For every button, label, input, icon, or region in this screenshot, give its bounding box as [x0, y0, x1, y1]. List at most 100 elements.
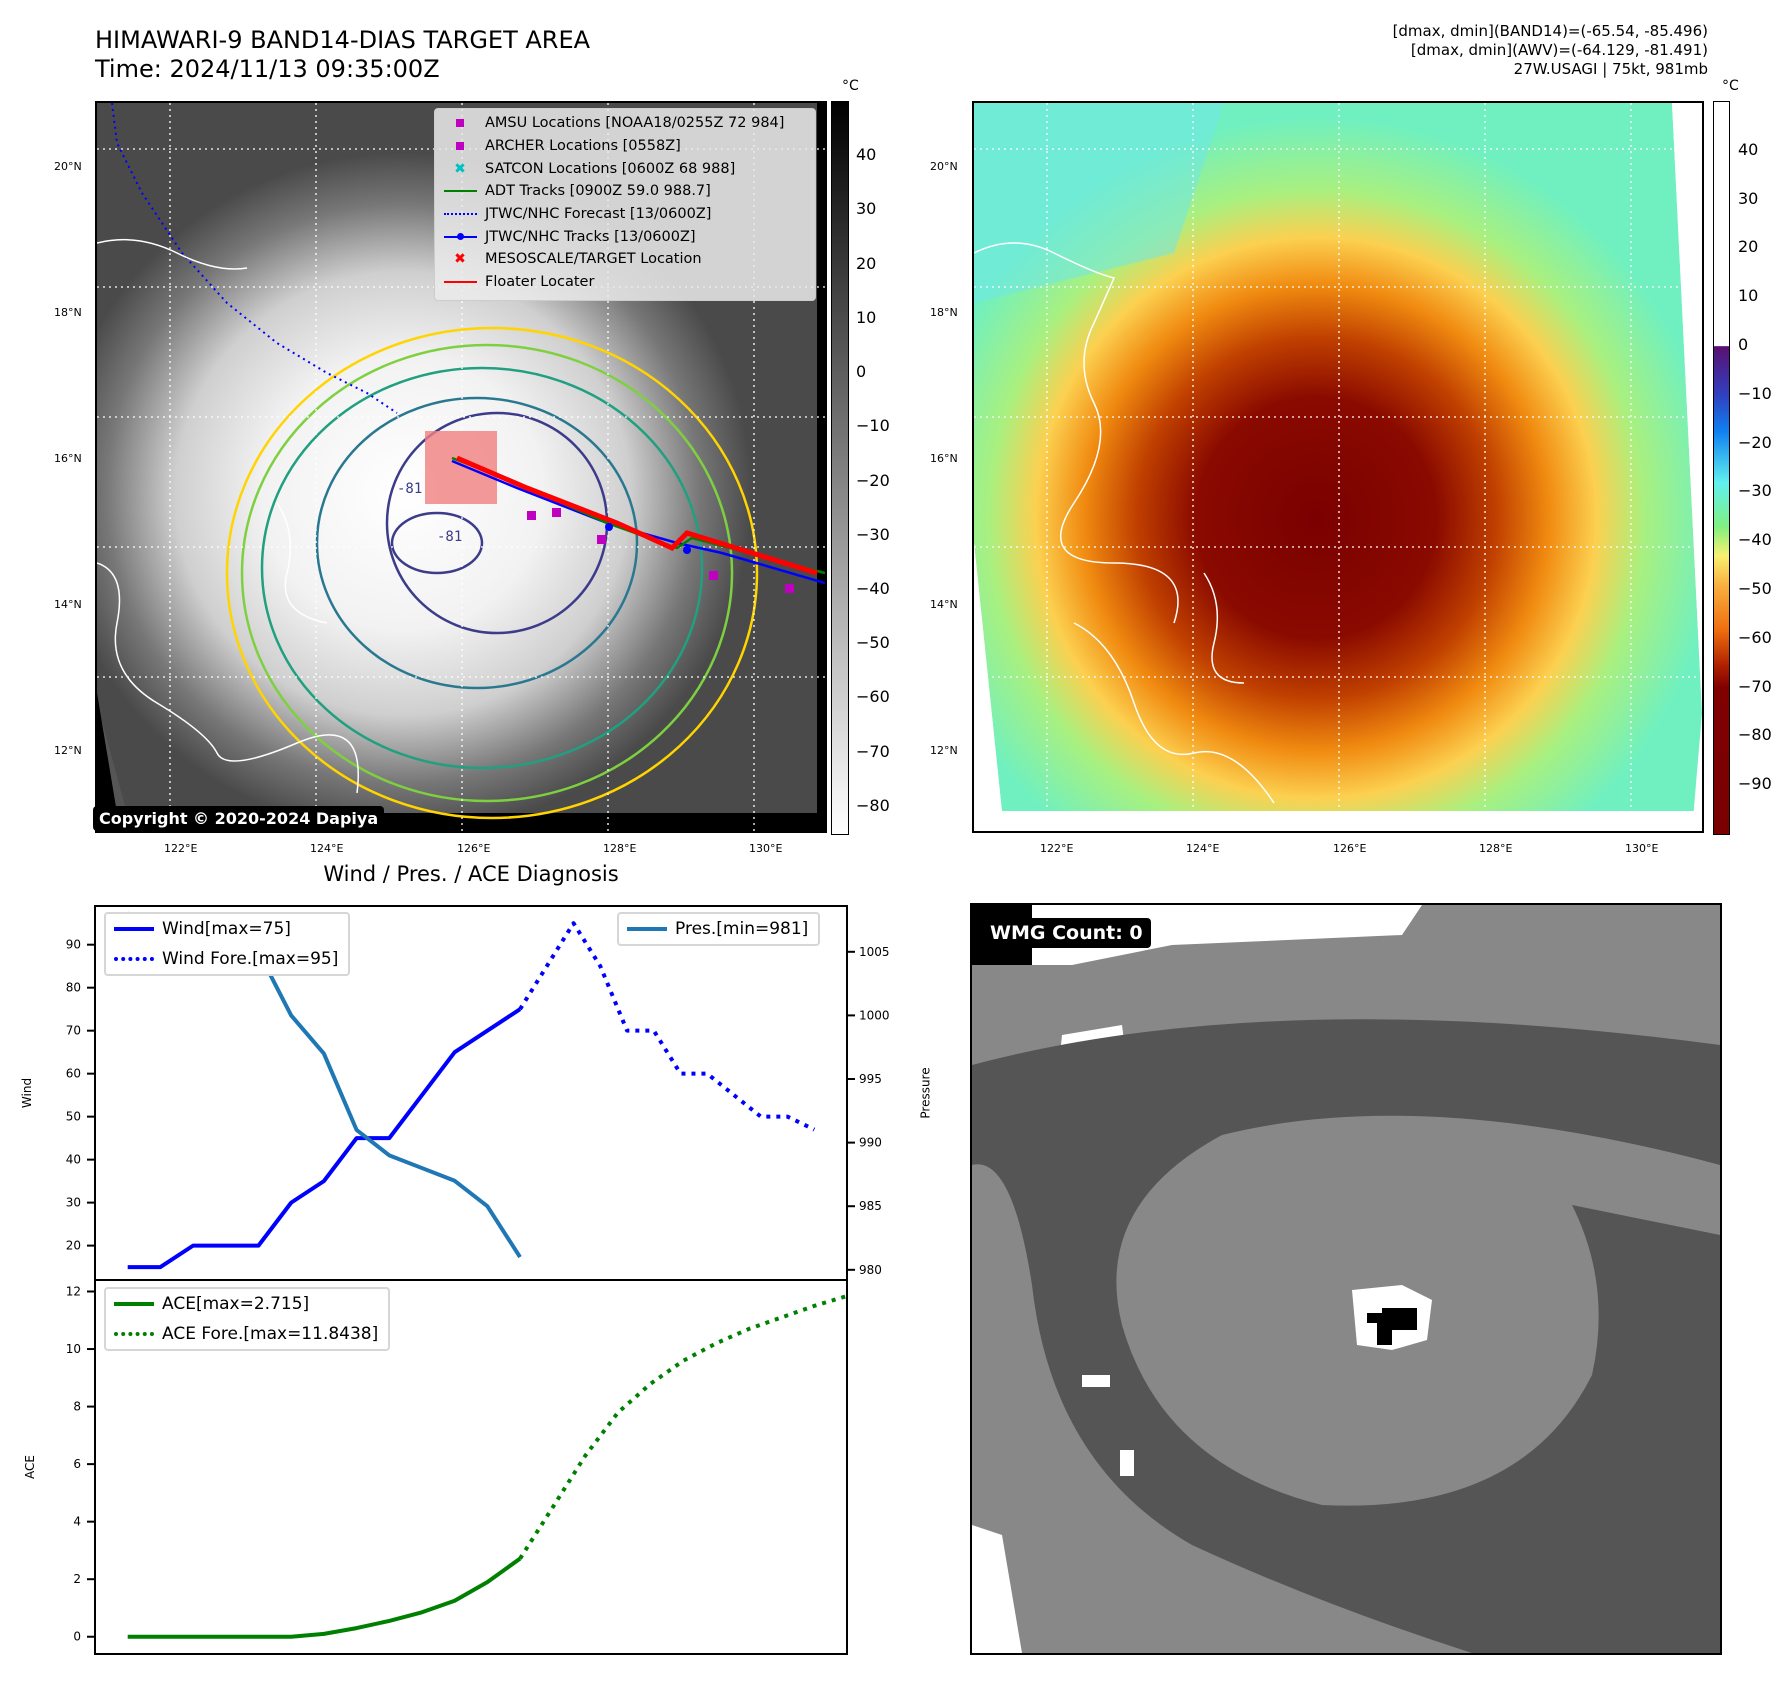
info-line-1: [dmax, dmin](BAND14)=(-65.54, -85.496)	[1392, 22, 1708, 40]
y-tick-label: 4	[73, 1515, 81, 1529]
ace-legend: ACE[max=2.715] ACE Fore.[max=11.8438]	[104, 1287, 391, 1351]
floater-track	[456, 455, 818, 576]
wind-axis-label: Wind	[20, 1077, 35, 1109]
y-tick-label: 2	[73, 1572, 81, 1586]
y-tick-label: 990	[859, 1136, 882, 1150]
colorbar-tick-label: −50	[1738, 579, 1772, 598]
square-marker-icon	[456, 142, 464, 151]
lon-tick: 128°E	[603, 842, 637, 855]
right-colorbar	[1713, 101, 1730, 835]
colorbar-tick-label: −80	[1738, 725, 1772, 745]
ace-series	[127, 1294, 848, 1639]
moisture-field	[974, 103, 1702, 831]
lon-tick: 126°E	[1333, 842, 1367, 855]
figure-title: HIMAWARI-9 BAND14-DIAS TARGET AREA Time:…	[95, 26, 590, 84]
y-tick-label: 6	[73, 1457, 81, 1471]
colorbar-tick-label: −40	[856, 579, 890, 598]
awv-map-canvas	[974, 103, 1702, 831]
left-colorbar-unit: °C	[842, 78, 859, 94]
legend-pressure: Pres.[min=981]	[619, 914, 818, 944]
series-line-wind-fore-	[518, 921, 816, 1132]
colorbar-tick-label: 30	[856, 199, 877, 219]
dotted-line-icon	[114, 1332, 154, 1336]
coastlines	[974, 242, 1275, 804]
lon-tick: 124°E	[1186, 842, 1220, 855]
lat-tick: 14°N	[54, 598, 82, 611]
colorbar-tick-label: 10	[856, 307, 877, 327]
y-tick-label: 12	[66, 1285, 81, 1299]
colorbar-tick-label: −30	[856, 524, 890, 544]
ace-y-ticks: 0 2 4 6 8 10 12	[66, 1285, 95, 1644]
legend-wind: Wind[max=75]	[106, 914, 348, 944]
colorbar-tick-label: −20	[856, 470, 890, 490]
wmg-count-badge: WMG Count: 0	[982, 918, 1151, 948]
wind-legend: Wind[max=75] Wind Fore.[max=95]	[104, 912, 351, 976]
legend-ace: ACE[max=2.715]	[106, 1289, 388, 1319]
series-line-ace	[127, 1557, 522, 1639]
square-marker-icon	[456, 119, 464, 128]
series-line-wind	[127, 1007, 522, 1270]
lon-tick: 126°E	[457, 842, 491, 855]
y-tick-label: 80	[66, 981, 81, 995]
awv-map	[972, 101, 1704, 833]
solid-line-icon	[114, 1302, 154, 1306]
y-tick-label: 50	[66, 1110, 81, 1124]
left-colorbar	[831, 101, 849, 835]
line-dot-icon	[443, 232, 477, 240]
map-legend: AMSU Locations [NOAA18/0255Z 72 984] ARC…	[434, 108, 816, 301]
legend-jtwc-forecast: JTWC/NHC Forecast [13/0600Z]	[435, 203, 815, 226]
info-line-3: 27W.USAGI | 75kt, 981mb	[1513, 60, 1708, 78]
lat-tick: 20°N	[54, 160, 82, 173]
legend-jtwc-tracks: JTWC/NHC Tracks [13/0600Z]	[435, 225, 815, 248]
colorbar-tick-label: −80	[856, 795, 890, 815]
ace-axis-label: ACE	[22, 1455, 37, 1479]
wmg-panel	[970, 903, 1722, 1655]
colorbar-tick-label: −10	[1738, 383, 1772, 403]
colorbar-tick-label: −20	[1738, 432, 1772, 452]
colorbar-tick-label: −70	[1738, 676, 1772, 696]
lon-tick: 128°E	[1479, 842, 1513, 855]
colorbar-tick-label: 0	[856, 362, 867, 382]
solid-line-icon	[114, 927, 154, 931]
lat-tick: 16°N	[930, 452, 958, 465]
ace-axes	[94, 1279, 848, 1655]
wmg-canvas	[972, 905, 1720, 1653]
line-icon	[443, 190, 477, 193]
wmg-dark-band	[972, 1019, 1720, 1653]
y-tick-label: 1000	[859, 1008, 890, 1022]
coastlines	[97, 238, 359, 794]
y-tick-label: 0	[73, 1630, 81, 1644]
dotted-line-icon	[443, 213, 477, 216]
legend-floater: Floater Locater	[435, 271, 815, 294]
target-area-box	[425, 431, 497, 504]
contour-label: -81	[437, 529, 462, 545]
contour-darkteal	[315, 396, 639, 690]
colorbar-tick-label: −90	[1738, 774, 1772, 794]
colorbar-tick-label: 20	[1738, 237, 1759, 257]
series-line-ace-fore-	[518, 1294, 848, 1560]
y-tick-label: 40	[66, 1153, 81, 1167]
colorbar-tick-label: −50	[856, 633, 890, 653]
y-tick-label: 8	[73, 1400, 81, 1414]
y-tick-label: 10	[66, 1342, 81, 1356]
legend-ace-forecast: ACE Fore.[max=11.8438]	[106, 1319, 388, 1349]
contour-yellow	[225, 326, 759, 820]
lon-tick: 122°E	[1040, 842, 1074, 855]
copyright-label: Copyright © 2020-2024 Dapiya	[93, 806, 385, 831]
title-line-1: HIMAWARI-9 BAND14-DIAS TARGET AREA	[95, 26, 591, 54]
lat-tick: 16°N	[54, 452, 82, 465]
line-icon	[443, 281, 477, 284]
diagnosis-title: Wind / Pres. / ACE Diagnosis	[323, 862, 619, 886]
legend-adt: ADT Tracks [0900Z 59.0 988.7]	[435, 180, 815, 203]
legend-mesoscale: ✖ MESOSCALE/TARGET Location	[454, 251, 702, 268]
y-tick-label: 985	[859, 1199, 882, 1213]
contour-teal	[260, 366, 704, 770]
x-marker-icon: ✖	[454, 160, 466, 177]
colorbar-tick-label: 10	[1738, 286, 1759, 306]
pressure-y-ticks: 980 985 990 995 1000 1005	[847, 945, 890, 1277]
colorbar-tick-label: 0	[1738, 335, 1749, 354]
legend-archer: ARCHER Locations [0558Z]	[435, 135, 815, 158]
amsu-archer-markers	[527, 508, 794, 593]
colorbar-tick-label: −60	[1738, 627, 1772, 647]
y-tick-label: 30	[66, 1196, 81, 1210]
